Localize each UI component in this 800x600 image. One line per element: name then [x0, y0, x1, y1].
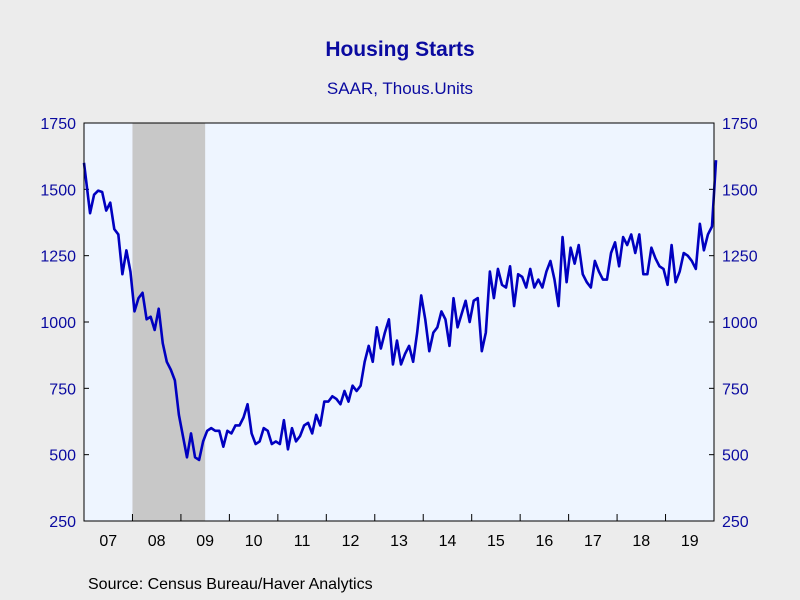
x-tick-label: 09 — [196, 533, 214, 550]
chart-title: Housing Starts — [325, 38, 475, 61]
y-tick-label-left: 750 — [49, 381, 76, 398]
x-tick-label: 12 — [342, 533, 360, 550]
x-tick-label: 07 — [99, 533, 117, 550]
y-tick-label-left: 1250 — [40, 249, 76, 266]
y-tick-label-right: 750 — [722, 381, 749, 398]
series-line-housing-starts — [82, 160, 718, 462]
x-tick-label: 16 — [535, 533, 553, 550]
x-tick-label: 11 — [294, 533, 311, 550]
x-tick-label: 10 — [245, 533, 263, 550]
y-tick-label-right: 500 — [722, 448, 749, 465]
chart-source: Source: Census Bureau/Haver Analytics — [88, 576, 373, 593]
x-tick-label: 08 — [148, 533, 166, 550]
chart-subtitle: SAAR, Thous.Units — [326, 79, 474, 98]
y-tick-label-right: 250 — [722, 514, 749, 531]
y-tick-label-left: 250 — [49, 514, 76, 531]
y-tick-label-left: 1500 — [40, 182, 76, 199]
y-tick-label-left: 500 — [49, 448, 76, 465]
recession-shading — [132, 123, 206, 521]
plot-frame — [83, 122, 715, 522]
x-tick-label: 15 — [487, 533, 505, 550]
y-tick-label-right: 1250 — [722, 249, 758, 266]
y-tick-label-left: 1750 — [40, 116, 76, 133]
y-tick-label-right: 1000 — [722, 315, 758, 332]
x-tick-label: 18 — [632, 533, 650, 550]
x-tick-label: 13 — [390, 533, 408, 550]
x-tick-label: 14 — [439, 533, 457, 550]
x-tick-label: 19 — [681, 533, 699, 550]
y-tick-label-right: 1750 — [722, 116, 758, 133]
y-tick-label-right: 1500 — [722, 182, 758, 199]
x-tick-label: 17 — [584, 533, 602, 550]
y-tick-label-left: 1000 — [40, 315, 76, 332]
